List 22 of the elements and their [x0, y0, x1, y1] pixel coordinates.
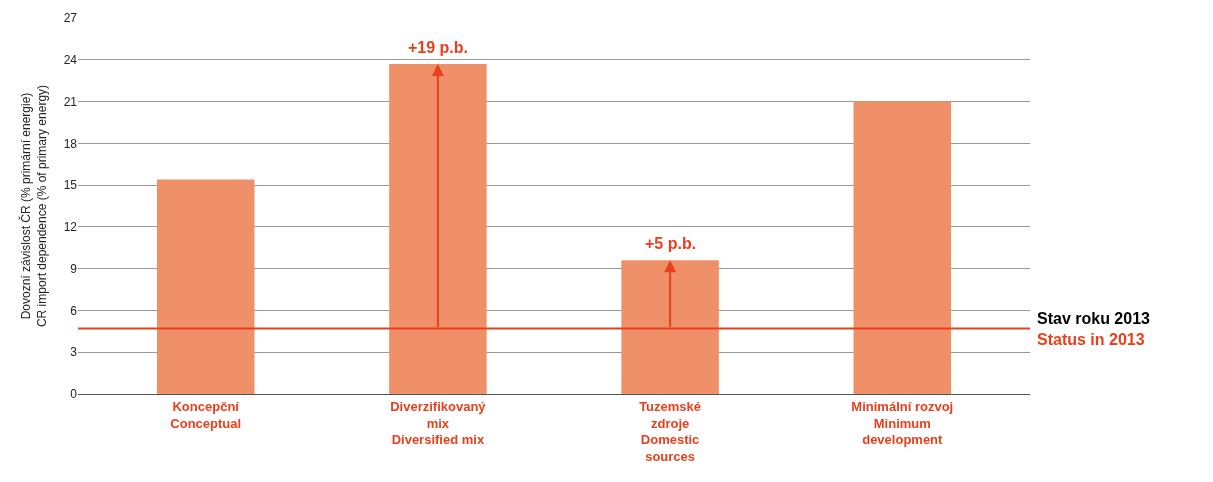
- y-tick-label: 24: [63, 52, 78, 67]
- y-tick-label: 6: [70, 303, 78, 318]
- y-tick-label: 18: [63, 136, 78, 151]
- y-tick-label: 12: [63, 220, 78, 235]
- bar: [853, 101, 952, 394]
- x-tick-label: Minimální rozvoj Minimum development: [851, 398, 954, 448]
- y-tick-label: 15: [63, 178, 78, 193]
- x-tick-label: Tuzemské zdroje Domestic sources: [639, 398, 702, 465]
- y-tick-label: 27: [63, 11, 78, 26]
- y-tick-label: 21: [63, 94, 78, 109]
- y-tick-label: 3: [70, 345, 78, 360]
- x-tick-label: Koncepční Conceptual: [170, 398, 242, 431]
- bar: [389, 63, 487, 394]
- annotation: +19 p.b.: [408, 39, 469, 56]
- bar: [621, 260, 719, 394]
- y-tick-label: 0: [70, 387, 78, 402]
- x-tick-label: Diverzifikovaný mix Diversified mix: [390, 398, 487, 448]
- ref-line-label: Stav roku 2013 Status in 2013: [1037, 310, 1151, 348]
- y-tick-label: 9: [70, 261, 78, 276]
- bar: [156, 179, 255, 394]
- annotation: +5 p.b.: [645, 235, 697, 252]
- y-axis-title: Dovozní závislost ČR (% primární energie) CR import dependence (% of primary energy): [18, 84, 49, 328]
